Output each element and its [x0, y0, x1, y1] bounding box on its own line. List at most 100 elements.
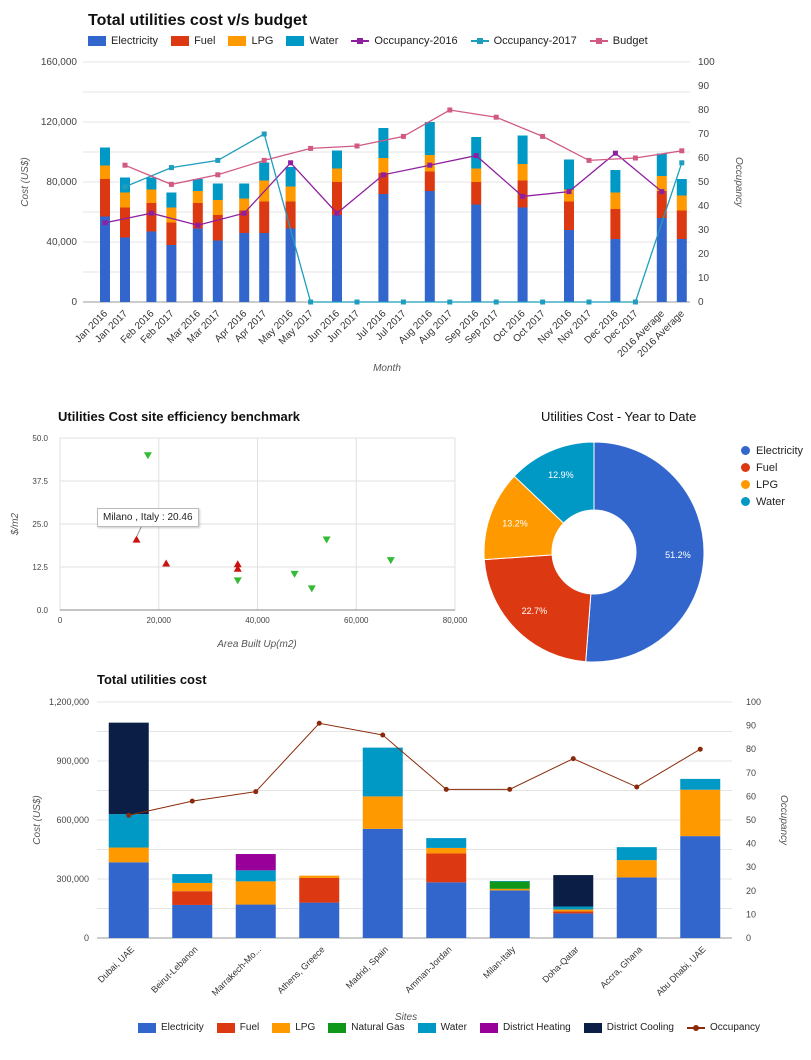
y2-tick-label: 80 — [746, 744, 756, 754]
point-budget — [540, 133, 546, 139]
chart4-xlabel: Sites — [395, 1012, 417, 1023]
bar-water — [285, 167, 296, 187]
bar-fuel — [676, 210, 687, 239]
y2-tick-label: 50 — [698, 177, 710, 188]
legend-water[interactable]: Water — [286, 35, 338, 47]
point-occupancy-2016 — [473, 153, 479, 159]
point-occupancy-2016 — [241, 210, 247, 216]
x-tick-label: 20,000 — [147, 616, 172, 625]
bar-fuel — [146, 203, 157, 232]
bar-water — [676, 179, 687, 196]
bar-electricity — [212, 240, 223, 302]
donut-slice-water — [513, 441, 595, 524]
bar-lpg — [564, 189, 574, 202]
x-tick-label: Athens, Greece — [275, 944, 326, 995]
line-occupancy — [128, 722, 701, 816]
chart4-legend[interactable]: Electricity Fuel LPG Natural Gas Water D… — [138, 1022, 773, 1033]
bar-lpg — [362, 796, 403, 829]
bar-water — [424, 122, 435, 155]
y-tick-label: 160,000 — [41, 57, 78, 68]
point-budget — [215, 172, 221, 178]
y2-tick-label: 90 — [746, 721, 756, 731]
y2-tick-label: 0 — [746, 933, 751, 943]
point-occupancy-2016 — [102, 220, 108, 226]
y2-tick-label: 20 — [746, 886, 756, 896]
point-occupancy-2016 — [148, 210, 154, 216]
y-tick-label: 300,000 — [56, 874, 89, 884]
legend-natural-gas[interactable]: Natural Gas — [328, 1022, 405, 1033]
bar-district-cooling — [553, 875, 594, 907]
x-tick-label: Accra, Ghana — [598, 944, 644, 990]
y2-tick-label: 10 — [746, 909, 756, 919]
legend-label: Fuel — [239, 1022, 260, 1033]
legend-district-heating[interactable]: District Heating — [479, 1022, 571, 1033]
bar-lpg — [656, 176, 667, 191]
chart4-plot: 0 300,000 600,000 900,000 1,200,000 0 10 20 30 40… — [32, 697, 789, 1023]
scatter-point-triangle-down — [307, 585, 316, 593]
bar-fuel — [332, 182, 342, 215]
bar-fuel — [172, 891, 213, 905]
y2-tick-label: 100 — [746, 697, 761, 707]
bar-electricity — [100, 216, 110, 302]
legend-electricity[interactable]: Electricity — [741, 442, 803, 459]
chart3-legend[interactable]: Electricity Fuel LPG Water — [741, 442, 803, 510]
legend-label: Water — [309, 35, 339, 47]
bar-water — [332, 150, 342, 169]
legend-occupancy-2017[interactable]: Occupancy-2017 — [470, 35, 577, 47]
bar-water — [192, 179, 203, 191]
legend-fuel[interactable]: Fuel — [171, 35, 215, 47]
legend-label: Electricity — [111, 35, 159, 47]
legend-electricity[interactable]: Electricity — [138, 1022, 204, 1033]
x-tick-label: 80,000 — [443, 616, 468, 625]
chart1-legend[interactable]: Electricity Fuel LPG Water Occupancy-201… — [88, 35, 661, 47]
legend-label: Fuel — [194, 35, 216, 47]
bar-electricity — [146, 231, 157, 302]
y-tick-label: 0 — [71, 297, 77, 308]
legend-occupancy-2016[interactable]: Occupancy-2016 — [351, 35, 458, 47]
legend-fuel[interactable]: Fuel — [741, 459, 803, 476]
chart3-title: Utilities Cost - Year to Date — [541, 409, 697, 424]
bar-fuel — [656, 191, 667, 218]
y2-tick-label: 10 — [698, 273, 710, 284]
bar-electricity — [676, 239, 687, 302]
bar-water — [239, 183, 250, 199]
bar-water — [656, 153, 667, 176]
bar-water — [517, 135, 528, 164]
legend-water[interactable]: Water — [417, 1022, 467, 1033]
bar-fuel — [100, 179, 110, 217]
legend-budget[interactable]: Budget — [589, 35, 648, 47]
legend-fuel[interactable]: Fuel — [216, 1022, 260, 1033]
bar-lpg — [299, 875, 340, 879]
bar-lpg — [146, 189, 157, 203]
bar-lpg — [239, 198, 250, 211]
point-occupancy-2016 — [380, 172, 386, 178]
bar-water — [362, 747, 403, 797]
bar-lpg — [332, 168, 342, 182]
bar-lpg — [517, 164, 528, 181]
scatter-point-triangle-up — [162, 559, 171, 567]
legend-label: Electricity — [161, 1022, 204, 1033]
point-budget — [261, 157, 267, 163]
bar-lpg — [212, 200, 223, 215]
bar-electricity — [378, 194, 389, 302]
y-tick-label: 37.5 — [32, 477, 48, 486]
y-tick-label: 25.0 — [32, 520, 48, 529]
bar-lpg — [676, 195, 687, 211]
bar-electricity — [610, 239, 621, 302]
legend-electricity[interactable]: Electricity — [88, 35, 158, 47]
bar-electricity — [517, 207, 528, 302]
chart2-plot: 0 20,000 40,000 60,000 80,000 0.0 12.5 25.0 37.5… — [10, 434, 468, 650]
legend-water[interactable]: Water — [741, 493, 803, 510]
bar-fuel — [564, 201, 574, 230]
chart4-ylabel: Cost (US$) — [32, 795, 43, 844]
legend-lpg[interactable]: LPG — [272, 1022, 315, 1033]
legend-lpg[interactable]: LPG — [741, 476, 803, 493]
legend-lpg[interactable]: LPG — [228, 35, 273, 47]
legend-district-cooling[interactable]: District Cooling — [583, 1022, 674, 1033]
legend-occupancy[interactable]: Occupancy — [687, 1022, 760, 1033]
bar-electricity — [424, 191, 435, 302]
bar-fuel — [120, 207, 130, 238]
bar-district-heating — [235, 854, 276, 871]
x-tick-label: Marrakech-Mo... — [210, 944, 263, 997]
bar-water — [172, 874, 213, 883]
